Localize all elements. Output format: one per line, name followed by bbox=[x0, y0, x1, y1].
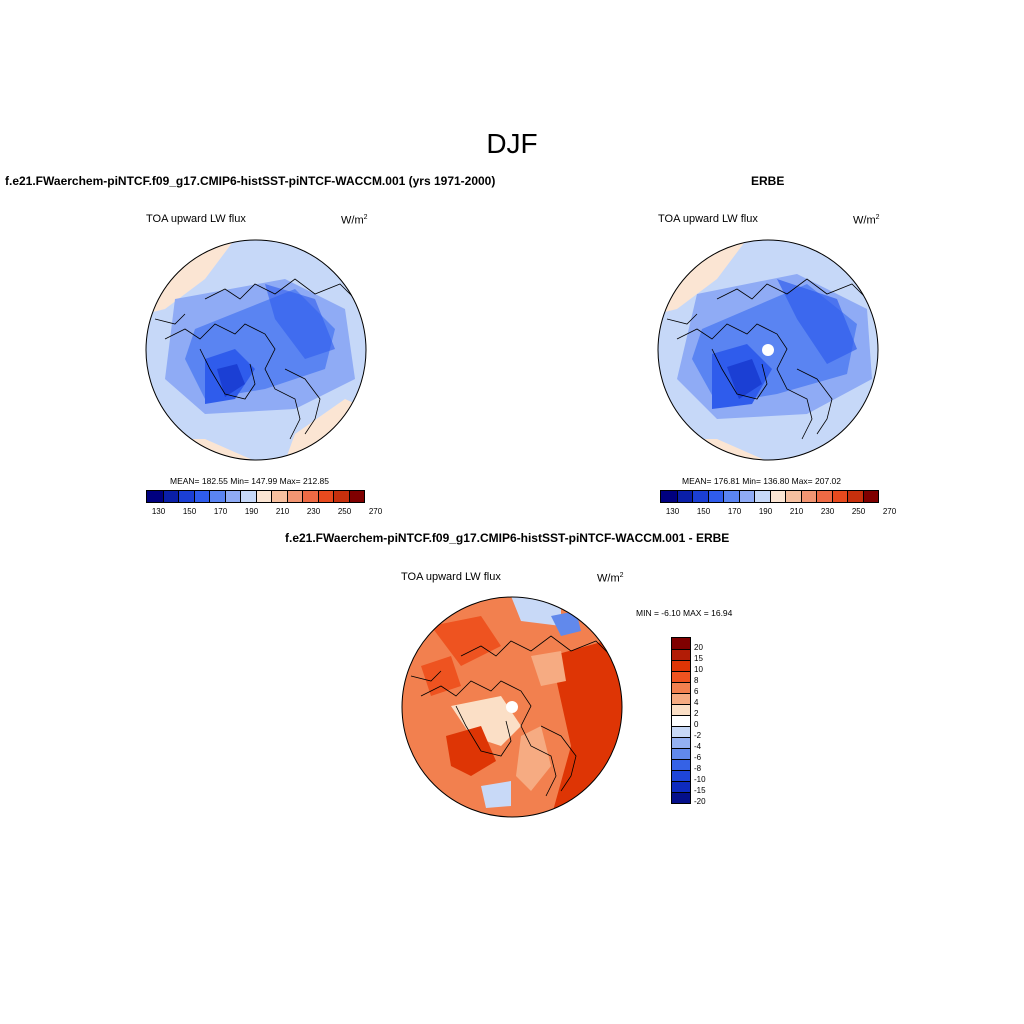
colorbar-tick-label: -4 bbox=[694, 742, 702, 751]
colorbar-tick-label: 8 bbox=[694, 676, 699, 685]
colorbar-tick-label: -6 bbox=[694, 753, 702, 762]
panel-1-colorbar bbox=[146, 490, 365, 503]
colorbar-tick-label: 170 bbox=[727, 507, 742, 516]
colorbar-tick-label: 230 bbox=[820, 507, 835, 516]
colorbar-swatch bbox=[286, 491, 302, 502]
colorbar-swatch bbox=[672, 638, 690, 649]
panel-1-variable: TOA upward LW flux bbox=[146, 213, 246, 225]
colorbar-swatch bbox=[676, 491, 692, 502]
colorbar-tick-label: -20 bbox=[694, 797, 706, 806]
colorbar-swatch bbox=[707, 491, 723, 502]
colorbar-swatch bbox=[255, 491, 271, 502]
colorbar-tick-label: 210 bbox=[789, 507, 804, 516]
colorbar-tick-label: 130 bbox=[151, 507, 166, 516]
panel-1-units: W/m2 bbox=[341, 214, 368, 227]
colorbar-swatch bbox=[672, 748, 690, 759]
colorbar-swatch bbox=[672, 770, 690, 781]
colorbar-swatch bbox=[862, 491, 878, 502]
colorbar-swatch bbox=[672, 737, 690, 748]
colorbar-tick-label: -2 bbox=[694, 731, 702, 740]
panel-3-title: f.e21.FWaerchem-piNTCF.f09_g17.CMIP6-his… bbox=[285, 531, 730, 545]
colorbar-swatch bbox=[672, 660, 690, 671]
colorbar-tick-label: 250 bbox=[851, 507, 866, 516]
colorbar-tick-label: 2 bbox=[694, 709, 699, 718]
panel-2-units: W/m2 bbox=[853, 214, 880, 227]
colorbar-tick-label: 230 bbox=[306, 507, 321, 516]
colorbar-swatch bbox=[769, 491, 785, 502]
colorbar-swatch bbox=[738, 491, 754, 502]
colorbar-tick-label: 270 bbox=[368, 507, 383, 516]
colorbar-swatch bbox=[672, 726, 690, 737]
panel-3-units: W/m2 bbox=[597, 572, 624, 585]
figure-title: DJF bbox=[486, 128, 538, 159]
colorbar-tick-label: 6 bbox=[694, 687, 699, 696]
colorbar-tick-label: -15 bbox=[694, 786, 706, 795]
colorbar-swatch bbox=[302, 491, 318, 502]
colorbar-swatch bbox=[847, 491, 863, 502]
colorbar-tick-label: 190 bbox=[758, 507, 773, 516]
colorbar-swatch bbox=[147, 491, 163, 502]
colorbar-tick-label: 0 bbox=[694, 720, 699, 729]
panel-3-stats: MIN = -6.10 MAX = 16.94 bbox=[636, 608, 733, 618]
colorbar-swatch bbox=[831, 491, 847, 502]
colorbar-swatch bbox=[672, 759, 690, 770]
colorbar-tick-label: -8 bbox=[694, 764, 702, 773]
colorbar-swatch bbox=[317, 491, 333, 502]
colorbar-swatch bbox=[816, 491, 832, 502]
colorbar-tick-label: 4 bbox=[694, 698, 699, 707]
colorbar-tick-label: 130 bbox=[665, 507, 680, 516]
colorbar-swatch bbox=[672, 715, 690, 726]
colorbar-swatch bbox=[800, 491, 816, 502]
colorbar-swatch bbox=[240, 491, 256, 502]
colorbar-swatch bbox=[672, 704, 690, 715]
colorbar-tick-label: 20 bbox=[694, 643, 703, 652]
colorbar-swatch bbox=[333, 491, 349, 502]
colorbar-swatch bbox=[178, 491, 194, 502]
colorbar-tick-label: 10 bbox=[694, 665, 703, 674]
colorbar-swatch bbox=[162, 491, 178, 502]
panel-1-title: f.e21.FWaerchem-piNTCF.f09_g17.CMIP6-his… bbox=[5, 174, 496, 188]
colorbar-tick-label: 15 bbox=[694, 654, 703, 663]
colorbar-swatch bbox=[672, 671, 690, 682]
colorbar-swatch bbox=[754, 491, 770, 502]
panel-3-map bbox=[401, 596, 623, 818]
panel-2-colorbar bbox=[660, 490, 879, 503]
colorbar-swatch bbox=[271, 491, 287, 502]
colorbar-tick-label: -10 bbox=[694, 775, 706, 784]
panel-2-variable: TOA upward LW flux bbox=[658, 213, 758, 225]
colorbar-swatch bbox=[672, 649, 690, 660]
colorbar-tick-label: 270 bbox=[882, 507, 897, 516]
panel-3-colorbar bbox=[671, 637, 691, 804]
colorbar-swatch bbox=[348, 491, 364, 502]
panel-1-map bbox=[145, 239, 367, 461]
colorbar-tick-label: 170 bbox=[213, 507, 228, 516]
colorbar-swatch bbox=[723, 491, 739, 502]
colorbar-swatch bbox=[672, 693, 690, 704]
panel-1-stats: MEAN= 182.55 Min= 147.99 Max= 212.85 bbox=[170, 476, 330, 486]
panel-2-colorbar-ticks: 130 150 170 190 210 230 250 270 bbox=[660, 505, 896, 517]
colorbar-swatch bbox=[672, 781, 690, 792]
panel-3-variable: TOA upward LW flux bbox=[401, 571, 501, 583]
colorbar-swatch bbox=[672, 682, 690, 693]
colorbar-swatch bbox=[785, 491, 801, 502]
colorbar-tick-label: 190 bbox=[244, 507, 259, 516]
colorbar-swatch bbox=[661, 491, 677, 502]
colorbar-swatch bbox=[224, 491, 240, 502]
panel-2-title: ERBE bbox=[751, 174, 785, 188]
colorbar-tick-label: 150 bbox=[696, 507, 711, 516]
colorbar-tick-label: 250 bbox=[337, 507, 352, 516]
colorbar-swatch bbox=[672, 792, 690, 803]
panel-1-colorbar-ticks: 130 150 170 190 210 230 250 270 bbox=[146, 505, 382, 517]
panel-2-stats: MEAN= 176.81 Min= 136.80 Max= 207.02 bbox=[682, 476, 842, 486]
panel-3-colorbar-ticks: 20 15 10 8 6 4 2 0 -2 -4 -6 -8 -10 -15 -20 bbox=[694, 637, 724, 817]
colorbar-tick-label: 150 bbox=[182, 507, 197, 516]
colorbar-swatch bbox=[209, 491, 225, 502]
colorbar-swatch bbox=[692, 491, 708, 502]
colorbar-tick-label: 210 bbox=[275, 507, 290, 516]
panel-2-map bbox=[657, 239, 879, 461]
colorbar-swatch bbox=[193, 491, 209, 502]
